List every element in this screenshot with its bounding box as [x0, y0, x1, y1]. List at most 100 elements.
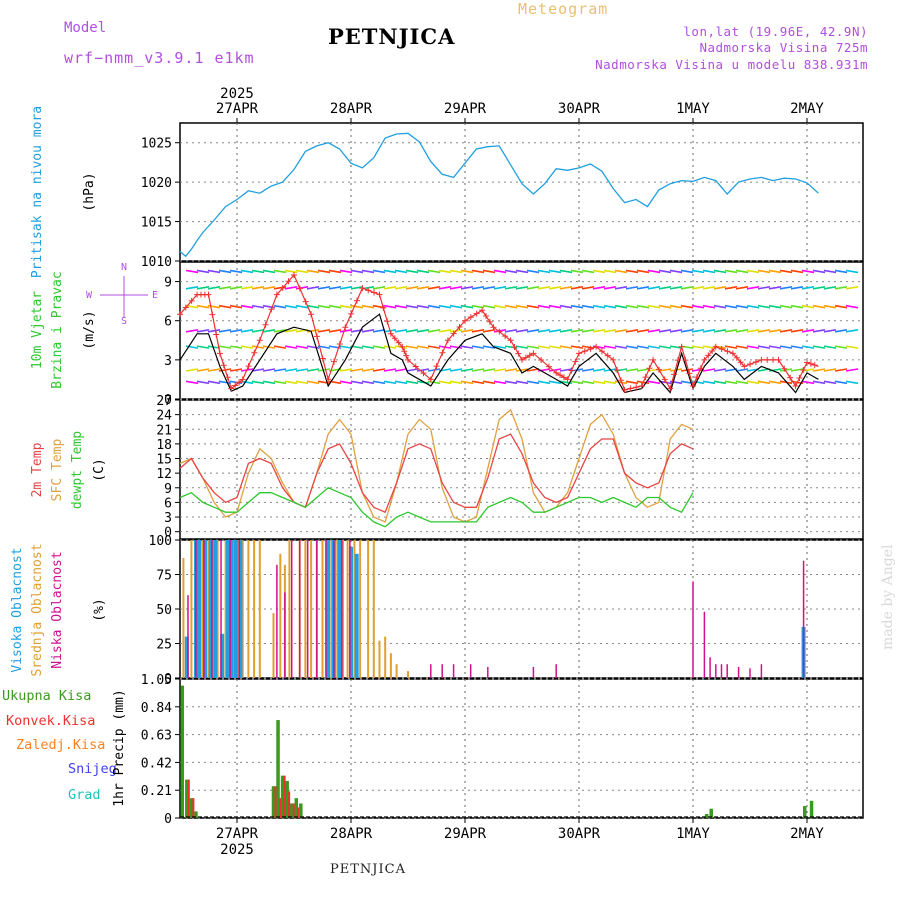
wind-direction-arrow — [185, 304, 199, 309]
wind-direction-arrow — [218, 329, 232, 333]
wind-direction-arrow — [625, 368, 639, 372]
wind-direction-arrow — [306, 269, 320, 274]
wind-direction-arrow — [284, 304, 298, 309]
wind-direction-arrow — [735, 345, 749, 349]
pressure-tick-label: 1015 — [141, 216, 172, 231]
wind-direction-arrow — [339, 304, 353, 309]
wind-direction-arrow — [768, 345, 782, 349]
wind-direction-arrow — [735, 329, 749, 333]
bottom-date-label: 2MAY — [790, 826, 824, 842]
wind-direction-arrow — [317, 286, 331, 290]
wind-direction-arrow — [438, 380, 452, 385]
bottom-date-label: 28APR — [330, 826, 373, 842]
total-precip-bar — [299, 803, 303, 818]
wind-gust-marker — [576, 350, 582, 357]
wind-direction-arrow — [482, 269, 496, 274]
wind-gust-marker — [188, 297, 195, 304]
wind-direction-arrow — [757, 329, 771, 333]
wind-direction-arrow — [394, 329, 408, 333]
wind-direction-arrow — [383, 345, 397, 349]
wind-direction-arrow — [801, 329, 815, 333]
wind-direction-arrow — [724, 329, 738, 333]
wind-gust-marker — [752, 358, 759, 365]
precip-tick-label: 0.21 — [141, 784, 172, 799]
mid-cloud-bar — [182, 557, 185, 678]
wind-direction-arrow — [713, 269, 727, 274]
wind-gust-marker — [182, 304, 189, 311]
high-cloud-bar — [326, 540, 331, 678]
wind-gust-marker — [336, 340, 343, 347]
wind-direction-arrow — [361, 368, 375, 372]
low-cloud-bar — [555, 664, 557, 678]
wind-direction-arrow — [471, 269, 485, 274]
panel-frame — [179, 399, 864, 540]
temp-tick-label: 9 — [164, 482, 172, 497]
wind-gust-marker — [674, 357, 681, 364]
wind-gust-marker — [781, 365, 788, 372]
wind-direction-arrow — [702, 380, 716, 385]
wind-gust-marker — [557, 372, 564, 379]
panel-frame — [179, 678, 864, 819]
wind-gust-marker — [511, 343, 518, 350]
wind-direction-arrow — [592, 304, 606, 309]
low-cloud-bar — [238, 540, 241, 678]
wind-gust-marker — [690, 382, 696, 389]
wind-gust-marker — [412, 363, 419, 370]
total-precip-bar — [280, 775, 285, 818]
wind-gust-marker — [220, 362, 227, 369]
wind-gust-marker — [697, 365, 704, 372]
wind-direction-arrow — [460, 329, 474, 333]
wind-direction-arrow — [405, 286, 419, 290]
wind-direction-arrow — [284, 368, 298, 372]
cloud-tick-label: 0 — [164, 672, 172, 687]
wind-direction-arrow — [768, 304, 782, 309]
low-cloud-bar — [487, 666, 489, 678]
low-cloud-bar — [715, 664, 717, 678]
wind-gust-marker — [718, 346, 725, 353]
low-cloud-bar — [195, 540, 197, 678]
wind-gust-marker — [462, 317, 468, 324]
wind-direction-arrow — [196, 304, 210, 309]
wind-direction-arrow — [218, 304, 232, 309]
wind-direction-arrow — [845, 345, 859, 349]
high-cloud-bar — [225, 540, 230, 678]
low-cloud-bar — [220, 540, 222, 678]
wind-direction-arrow — [394, 286, 408, 290]
wind-direction-arrow — [581, 329, 595, 333]
wind-direction-arrow — [317, 368, 331, 372]
wind-gust-marker — [572, 358, 579, 365]
low-cloud-bar — [298, 540, 301, 678]
total-precip-bar — [285, 780, 289, 818]
wind-direction-arrow — [438, 269, 452, 274]
top-date-label: 29APR — [444, 101, 487, 117]
panel-1 — [179, 122, 864, 262]
low-cloud-bar — [692, 581, 694, 678]
wind-direction-arrow — [504, 286, 518, 290]
wind-gust-marker — [522, 354, 529, 361]
wind-direction-arrow — [801, 304, 815, 309]
wind-direction-arrow — [801, 380, 815, 385]
low-cloud-bar — [430, 664, 432, 678]
wind-gust-marker — [399, 343, 406, 350]
wind-gust-marker — [678, 343, 685, 350]
wind-direction-arrow — [493, 286, 507, 290]
wind-gust-marker — [617, 377, 624, 384]
low-cloud-bar — [284, 592, 286, 678]
wind-direction-arrow — [328, 269, 342, 274]
top-year-label: 2025 — [220, 86, 254, 102]
wind-direction-arrow — [823, 269, 837, 274]
wind-gust-marker — [633, 384, 640, 391]
top-date-label: 27APR — [216, 101, 259, 117]
wind-gust-marker — [359, 285, 366, 292]
wind-direction-arrow — [251, 286, 265, 290]
wind-direction-arrow — [812, 304, 826, 309]
lonlat-label: lon,lat (19.96E, 42.9N) — [683, 24, 868, 39]
wind-direction-arrow — [471, 329, 485, 333]
wind-direction-arrow — [614, 345, 628, 349]
wind-direction-arrow — [658, 368, 672, 372]
wind-gust-marker — [515, 350, 522, 357]
wind-direction-arrow — [526, 329, 540, 333]
model-label: Model — [64, 20, 107, 36]
wind-direction-arrow — [647, 329, 661, 333]
wind-direction-arrow — [240, 286, 254, 290]
